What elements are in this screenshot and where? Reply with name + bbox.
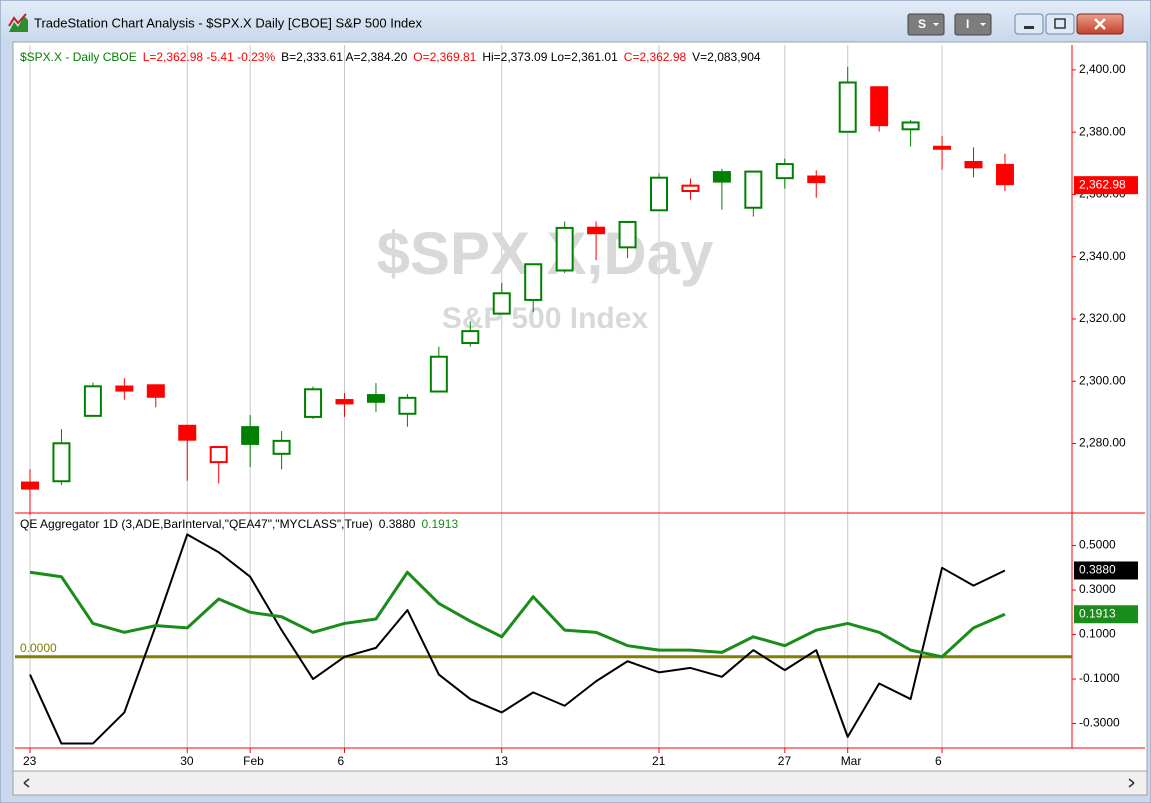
candle-body [241, 426, 260, 445]
legend-item: O=2,369.81 [413, 50, 476, 64]
candle-body [587, 226, 606, 235]
last-value-marker [1074, 561, 1138, 580]
candle-body [524, 263, 543, 301]
candle-body [209, 446, 228, 464]
candle-body [335, 399, 354, 405]
candle-body [272, 439, 291, 455]
candle-body [838, 81, 857, 133]
x-tick-label: Mar [841, 754, 862, 768]
candle-body [775, 163, 794, 180]
candle-body [461, 330, 480, 345]
candle-body [618, 220, 637, 249]
scroll-right[interactable] [1128, 778, 1135, 788]
y-tick-label: 2,320.00 [1079, 311, 1126, 325]
y-tick-label: 2,400.00 [1079, 62, 1126, 76]
candle-body [398, 396, 417, 415]
legend-item: B=2,333.61 A=2,384.20 [281, 50, 407, 64]
legend-item: $SPX.X - Daily CBOE [20, 50, 137, 64]
legend-item: V=2,083,904 [692, 50, 761, 64]
candle-body [178, 424, 197, 441]
candle-body [933, 145, 952, 150]
x-tick-label: 23 [23, 754, 37, 768]
candle-body [83, 385, 102, 417]
x-tick-label: 30 [180, 754, 194, 768]
candle-body [555, 226, 574, 272]
legend-value: 0.1913 [421, 517, 458, 531]
candle-body [870, 86, 889, 127]
x-tick-label: 21 [652, 754, 666, 768]
y-tick-label: 2,300.00 [1079, 373, 1126, 387]
candle-body [304, 388, 323, 418]
last-value-label: 0.3880 [1079, 563, 1116, 577]
last-value-marker [1074, 605, 1138, 624]
last-value-marker [1074, 176, 1138, 195]
legend-item: C=2,362.98 [624, 50, 687, 64]
maximize-button[interactable] [1045, 13, 1075, 35]
button-label: S [918, 17, 926, 31]
scroll-left[interactable] [23, 778, 30, 788]
legend-value: 0.3880 [379, 517, 416, 531]
button-label: I [966, 17, 969, 31]
watermark: $SPX.X,Day [377, 220, 714, 287]
candle-body [807, 175, 826, 184]
legend: $SPX.X - Daily CBOE L=2,362.98 -5.41 -0.2… [20, 50, 761, 64]
close-button[interactable] [1076, 13, 1124, 35]
x-tick-label: 6 [935, 754, 942, 768]
app-icon [8, 13, 28, 32]
x-tick-label: 6 [338, 754, 345, 768]
x-tick-label: 27 [778, 754, 792, 768]
s-button[interactable]: S [907, 13, 945, 36]
candle-body [650, 176, 668, 212]
y-tick-label: 0.1000 [1079, 627, 1116, 641]
legend-item: L=2,362.98 -5.41 -0.23% [143, 50, 276, 64]
legend: QE Aggregator 1D (3,ADE,BarInterval,"QEA… [20, 517, 458, 531]
candle-body [52, 442, 71, 483]
candle-body [146, 384, 165, 398]
i-button[interactable]: I [954, 13, 992, 36]
candle-body [115, 385, 134, 392]
y-tick-label: -0.3000 [1079, 716, 1120, 730]
indicator-title: QE Aggregator 1D (3,ADE,BarInterval,"QEA… [20, 517, 373, 531]
candle-body [995, 163, 1014, 186]
scrollbar[interactable] [12, 770, 1148, 796]
minimize-button[interactable] [1014, 13, 1044, 35]
last-value-label: 2,362.98 [1079, 177, 1126, 191]
candle-body [744, 170, 763, 209]
chart-area [12, 41, 1148, 772]
candle-body [964, 161, 983, 169]
candle-body [429, 355, 448, 393]
window-title: TradeStation Chart Analysis - $SPX.X Dai… [34, 15, 423, 30]
y-tick-label: 2,280.00 [1079, 436, 1126, 450]
indicator-line [29, 533, 1006, 745]
plot: 23 30 Feb 6 13 21 27 Mar 6 $SPX.X,Day S&P 500 Inde… [15, 45, 1145, 768]
y-tick-label: 0.3000 [1079, 582, 1116, 596]
y-tick-label: 0.5000 [1079, 538, 1116, 552]
candle-body [901, 121, 920, 131]
candle-body [712, 171, 731, 183]
x-tick-label: Feb [243, 754, 264, 768]
last-value-label: 0.1913 [1079, 606, 1116, 620]
y-tick-label: -0.1000 [1079, 671, 1120, 685]
candle-body [21, 481, 39, 490]
candle-body [492, 292, 511, 315]
legend-item: Hi=2,373.09 Lo=2,361.01 [482, 50, 618, 64]
y-tick-label: 2,380.00 [1079, 124, 1126, 138]
candle-body [366, 394, 385, 403]
watermark: S&P 500 Index [442, 302, 649, 335]
y-tick-label: 2,340.00 [1079, 249, 1126, 263]
indicator-line [29, 570, 1006, 659]
x-tick-label: 13 [495, 754, 509, 768]
candle-body [681, 184, 700, 192]
reference-label: 0.0000 [20, 641, 57, 655]
